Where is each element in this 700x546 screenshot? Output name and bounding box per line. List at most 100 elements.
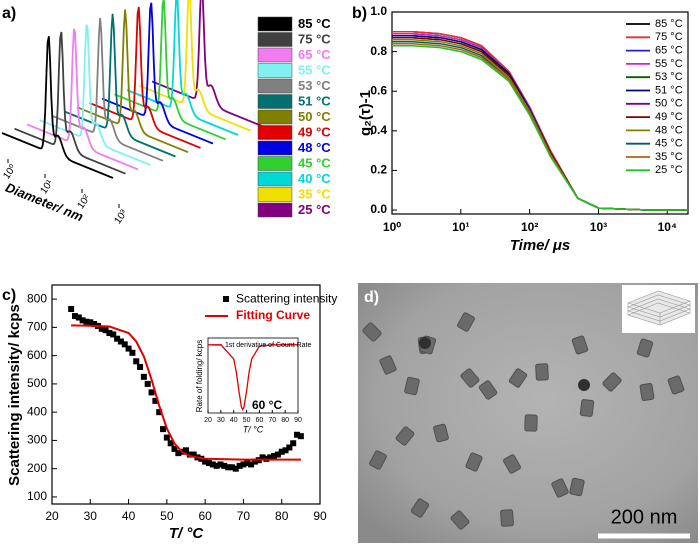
legend-swatch (257, 32, 293, 47)
data-point (106, 330, 113, 337)
legend-label: 53 °C (655, 71, 683, 83)
y-tick-label: 700 (27, 320, 47, 334)
particle (379, 355, 397, 375)
particle (508, 368, 528, 388)
y-tick-label: 0.8 (370, 44, 387, 58)
data-point (117, 338, 124, 345)
annotation: 60 °C (252, 398, 282, 412)
particle (524, 414, 538, 432)
legend-label: 49 °C (298, 124, 331, 139)
data-point (175, 450, 182, 457)
correlation-curve (392, 38, 688, 211)
size-distribution (126, 0, 239, 136)
legend-swatch (257, 187, 293, 202)
data-point (251, 458, 258, 465)
y-tick-label: 1.0 (370, 4, 387, 18)
particle (450, 510, 470, 530)
particle (579, 399, 595, 417)
size-distribution (114, 0, 226, 141)
y-axis-label: Scattering intensity/ kcps (6, 304, 23, 486)
tem-panel: 200 nm d) (358, 283, 698, 543)
particle (404, 376, 420, 396)
particle (465, 452, 483, 472)
correlation-curve (392, 35, 688, 211)
legend-label: 48 °C (298, 140, 331, 155)
panel-label: d) (364, 289, 379, 306)
x-tick-label: 30 (84, 509, 98, 523)
legend-label: 50 °C (655, 98, 683, 110)
data-point (79, 317, 86, 324)
derivative-curve (208, 344, 298, 412)
y-axis-label: g₂(τ)-1 (357, 90, 374, 136)
data-point (240, 461, 247, 468)
legend-label: 1st derivative of Count Rate (225, 342, 311, 349)
legend-label: 75 °C (298, 31, 331, 46)
y-tick-label: 0.2 (370, 163, 387, 177)
particle (369, 450, 387, 470)
data-point (259, 454, 266, 461)
legend-label: 25 °C (298, 202, 331, 217)
data-point (205, 460, 212, 467)
data-point (125, 345, 132, 352)
particle (535, 363, 549, 381)
legend-swatch (257, 47, 293, 63)
data-point (87, 319, 94, 326)
x-tick-label: 30 (217, 417, 225, 424)
data-point (137, 363, 144, 370)
legend-swatch (257, 94, 293, 109)
x-tick-label: 90 (313, 509, 327, 523)
data-point (133, 358, 140, 365)
x-axis-label: Time/ μs (510, 237, 570, 254)
x-tick-label: 50 (243, 417, 251, 424)
correlation-curve (392, 42, 688, 211)
data-point (163, 434, 170, 441)
data-point (156, 409, 163, 416)
data-point (202, 458, 209, 465)
particle (667, 375, 685, 395)
x-tick-label: 50 (160, 509, 174, 523)
particle (602, 372, 622, 392)
data-point (297, 433, 304, 440)
x-tick-label: 10² (521, 220, 538, 234)
x-tick-label: 10⁰ (383, 220, 401, 234)
x-tick-label: 60 (198, 509, 212, 523)
correlation-curve (392, 44, 688, 211)
data-point (278, 448, 285, 455)
x-tick-label: 10⁴ (658, 220, 677, 234)
particle (478, 380, 498, 400)
fit-curve (71, 324, 301, 461)
y-tick-label: 600 (27, 348, 47, 362)
size-distribution (14, 31, 126, 175)
x-tick-label: 10⁰ (1, 163, 19, 182)
data-point (274, 451, 281, 458)
data-point (290, 440, 297, 447)
x-axis-label: T/ °C (243, 424, 264, 434)
data-point (75, 314, 82, 321)
legend-label: 45 °C (655, 138, 683, 150)
x-tick-label: 20 (45, 509, 59, 523)
legend-swatch (257, 125, 293, 140)
legend-label: 35 °C (655, 151, 683, 163)
panel-label: a) (2, 5, 16, 22)
data-point (244, 460, 251, 467)
y-tick-label: 500 (27, 376, 47, 390)
data-point (282, 447, 289, 454)
correlation-curve (392, 35, 688, 211)
x-tick-label: 60 (256, 417, 264, 424)
panel-label: b) (352, 5, 367, 22)
data-point (121, 341, 128, 348)
particle (503, 454, 521, 474)
x-tick-label: 10³ (112, 207, 130, 226)
legend-label: 45 °C (298, 155, 331, 170)
data-point (152, 397, 159, 404)
correlation-curve (392, 40, 688, 211)
y-tick-label: 400 (27, 404, 47, 418)
legend-swatch (257, 78, 293, 94)
y-tick-label: 200 (27, 461, 47, 475)
legend-marker (223, 296, 229, 302)
data-point (148, 389, 155, 396)
legend-swatch (257, 16, 293, 32)
data-point (102, 327, 109, 334)
legend-label: 55 °C (655, 58, 683, 70)
